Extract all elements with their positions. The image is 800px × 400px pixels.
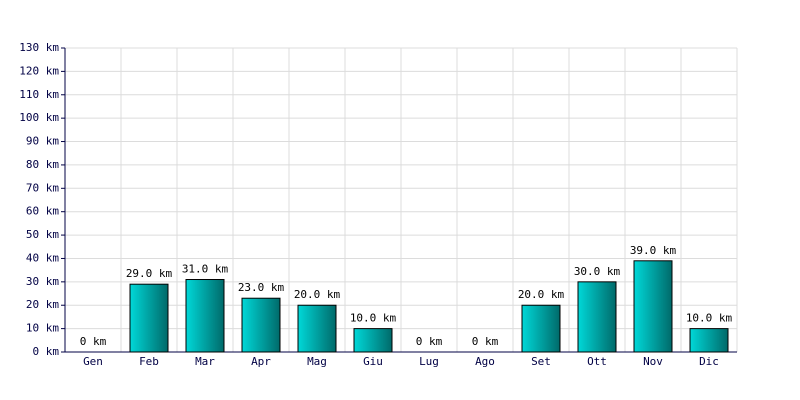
x-tick-label: Mag xyxy=(307,355,327,368)
y-tick-label: 40 km xyxy=(26,251,59,264)
y-tick-label: 10 km xyxy=(26,322,59,335)
y-tick-label: 110 km xyxy=(19,88,59,101)
value-label: 0 km xyxy=(80,335,107,348)
value-label: 31.0 km xyxy=(182,263,229,276)
y-tick-label: 80 km xyxy=(26,158,59,171)
x-tick-label: Mar xyxy=(195,355,215,368)
value-label: 0 km xyxy=(416,335,443,348)
y-tick-label: 100 km xyxy=(19,111,59,124)
y-tick-label: 70 km xyxy=(26,181,59,194)
y-tick-label: 50 km xyxy=(26,228,59,241)
x-tick-label: Dic xyxy=(699,355,719,368)
x-tick-label: Giu xyxy=(363,355,383,368)
value-label: 20.0 km xyxy=(518,288,565,301)
bar xyxy=(521,304,561,353)
y-tick-label: 90 km xyxy=(26,135,59,148)
y-tick-label: 0 km xyxy=(33,345,60,358)
y-tick-label: 120 km xyxy=(19,64,59,77)
y-tick-label: 20 km xyxy=(26,298,59,311)
value-label: 20.0 km xyxy=(294,288,341,301)
value-label: 30.0 km xyxy=(574,265,621,278)
bar xyxy=(185,279,225,353)
x-tick-label: Lug xyxy=(419,355,439,368)
bar xyxy=(241,297,281,353)
x-tick-label: Nov xyxy=(643,355,663,368)
value-label: 10.0 km xyxy=(686,312,733,325)
x-tick-label: Feb xyxy=(139,355,159,368)
value-label: 29.0 km xyxy=(126,267,173,280)
x-tick-label: Set xyxy=(531,355,551,368)
x-tick-label: Ott xyxy=(587,355,607,368)
x-tick-label: Gen xyxy=(83,355,103,368)
value-label: 23.0 km xyxy=(238,281,285,294)
bar xyxy=(353,328,393,353)
value-label: 39.0 km xyxy=(630,244,677,257)
y-tick-label: 60 km xyxy=(26,205,59,218)
value-label: 10.0 km xyxy=(350,312,397,325)
bar xyxy=(297,304,337,353)
x-tick-label: Apr xyxy=(251,355,271,368)
y-tick-label: 130 km xyxy=(19,41,59,54)
bar xyxy=(577,281,617,353)
bar xyxy=(129,283,169,353)
value-label: 0 km xyxy=(472,335,499,348)
bar xyxy=(633,260,673,353)
x-tick-label: Ago xyxy=(475,355,495,368)
y-tick-label: 30 km xyxy=(26,275,59,288)
bar xyxy=(689,328,729,353)
